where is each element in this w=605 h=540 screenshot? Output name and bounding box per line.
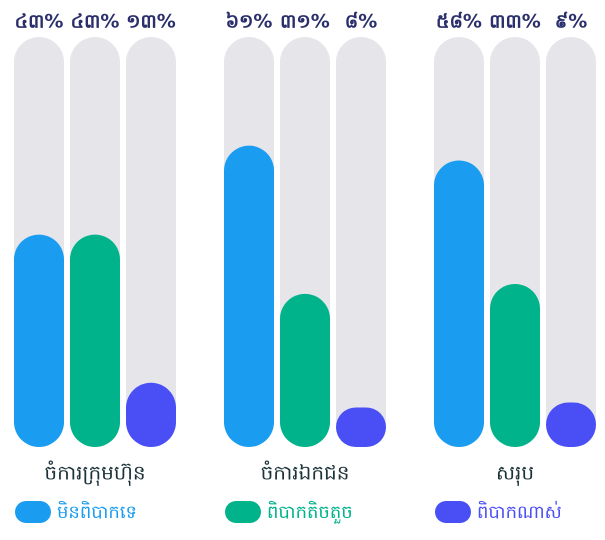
bar	[434, 160, 484, 448]
legend-label: ពិបាកណាស់	[477, 500, 562, 523]
bar	[14, 234, 64, 447]
legend-swatch	[15, 501, 51, 523]
value-label: ៣១%	[280, 11, 330, 33]
bar	[546, 402, 596, 447]
bar	[490, 283, 540, 447]
value-label: ៨%	[345, 11, 378, 33]
value-label: ១៣%	[126, 11, 176, 33]
bar	[336, 407, 386, 447]
track	[336, 37, 386, 447]
category-label: ចំការក្រុមហ៊ុន	[44, 460, 145, 487]
value-label: ៩%	[555, 11, 588, 33]
bar	[126, 382, 176, 447]
value-label: ៤៣%	[71, 11, 120, 33]
track	[546, 37, 596, 447]
value-label: ៦១%	[226, 11, 273, 33]
track	[126, 37, 176, 447]
legend-label: ពិបាកតិចតួច	[267, 500, 353, 524]
bar	[224, 145, 274, 448]
category-label: សរុប	[496, 461, 534, 487]
value-label: ៣៣%	[489, 11, 541, 33]
legend-swatch	[435, 501, 471, 523]
value-label: ៥៨%	[436, 11, 482, 33]
legend-swatch	[225, 501, 261, 523]
legend-label: មិនពិបាកទេ	[57, 500, 137, 523]
bar	[280, 293, 330, 447]
value-label: ៤៣%	[15, 11, 64, 33]
category-label: ចំការឯកជន	[261, 460, 350, 485]
bar	[70, 234, 120, 447]
